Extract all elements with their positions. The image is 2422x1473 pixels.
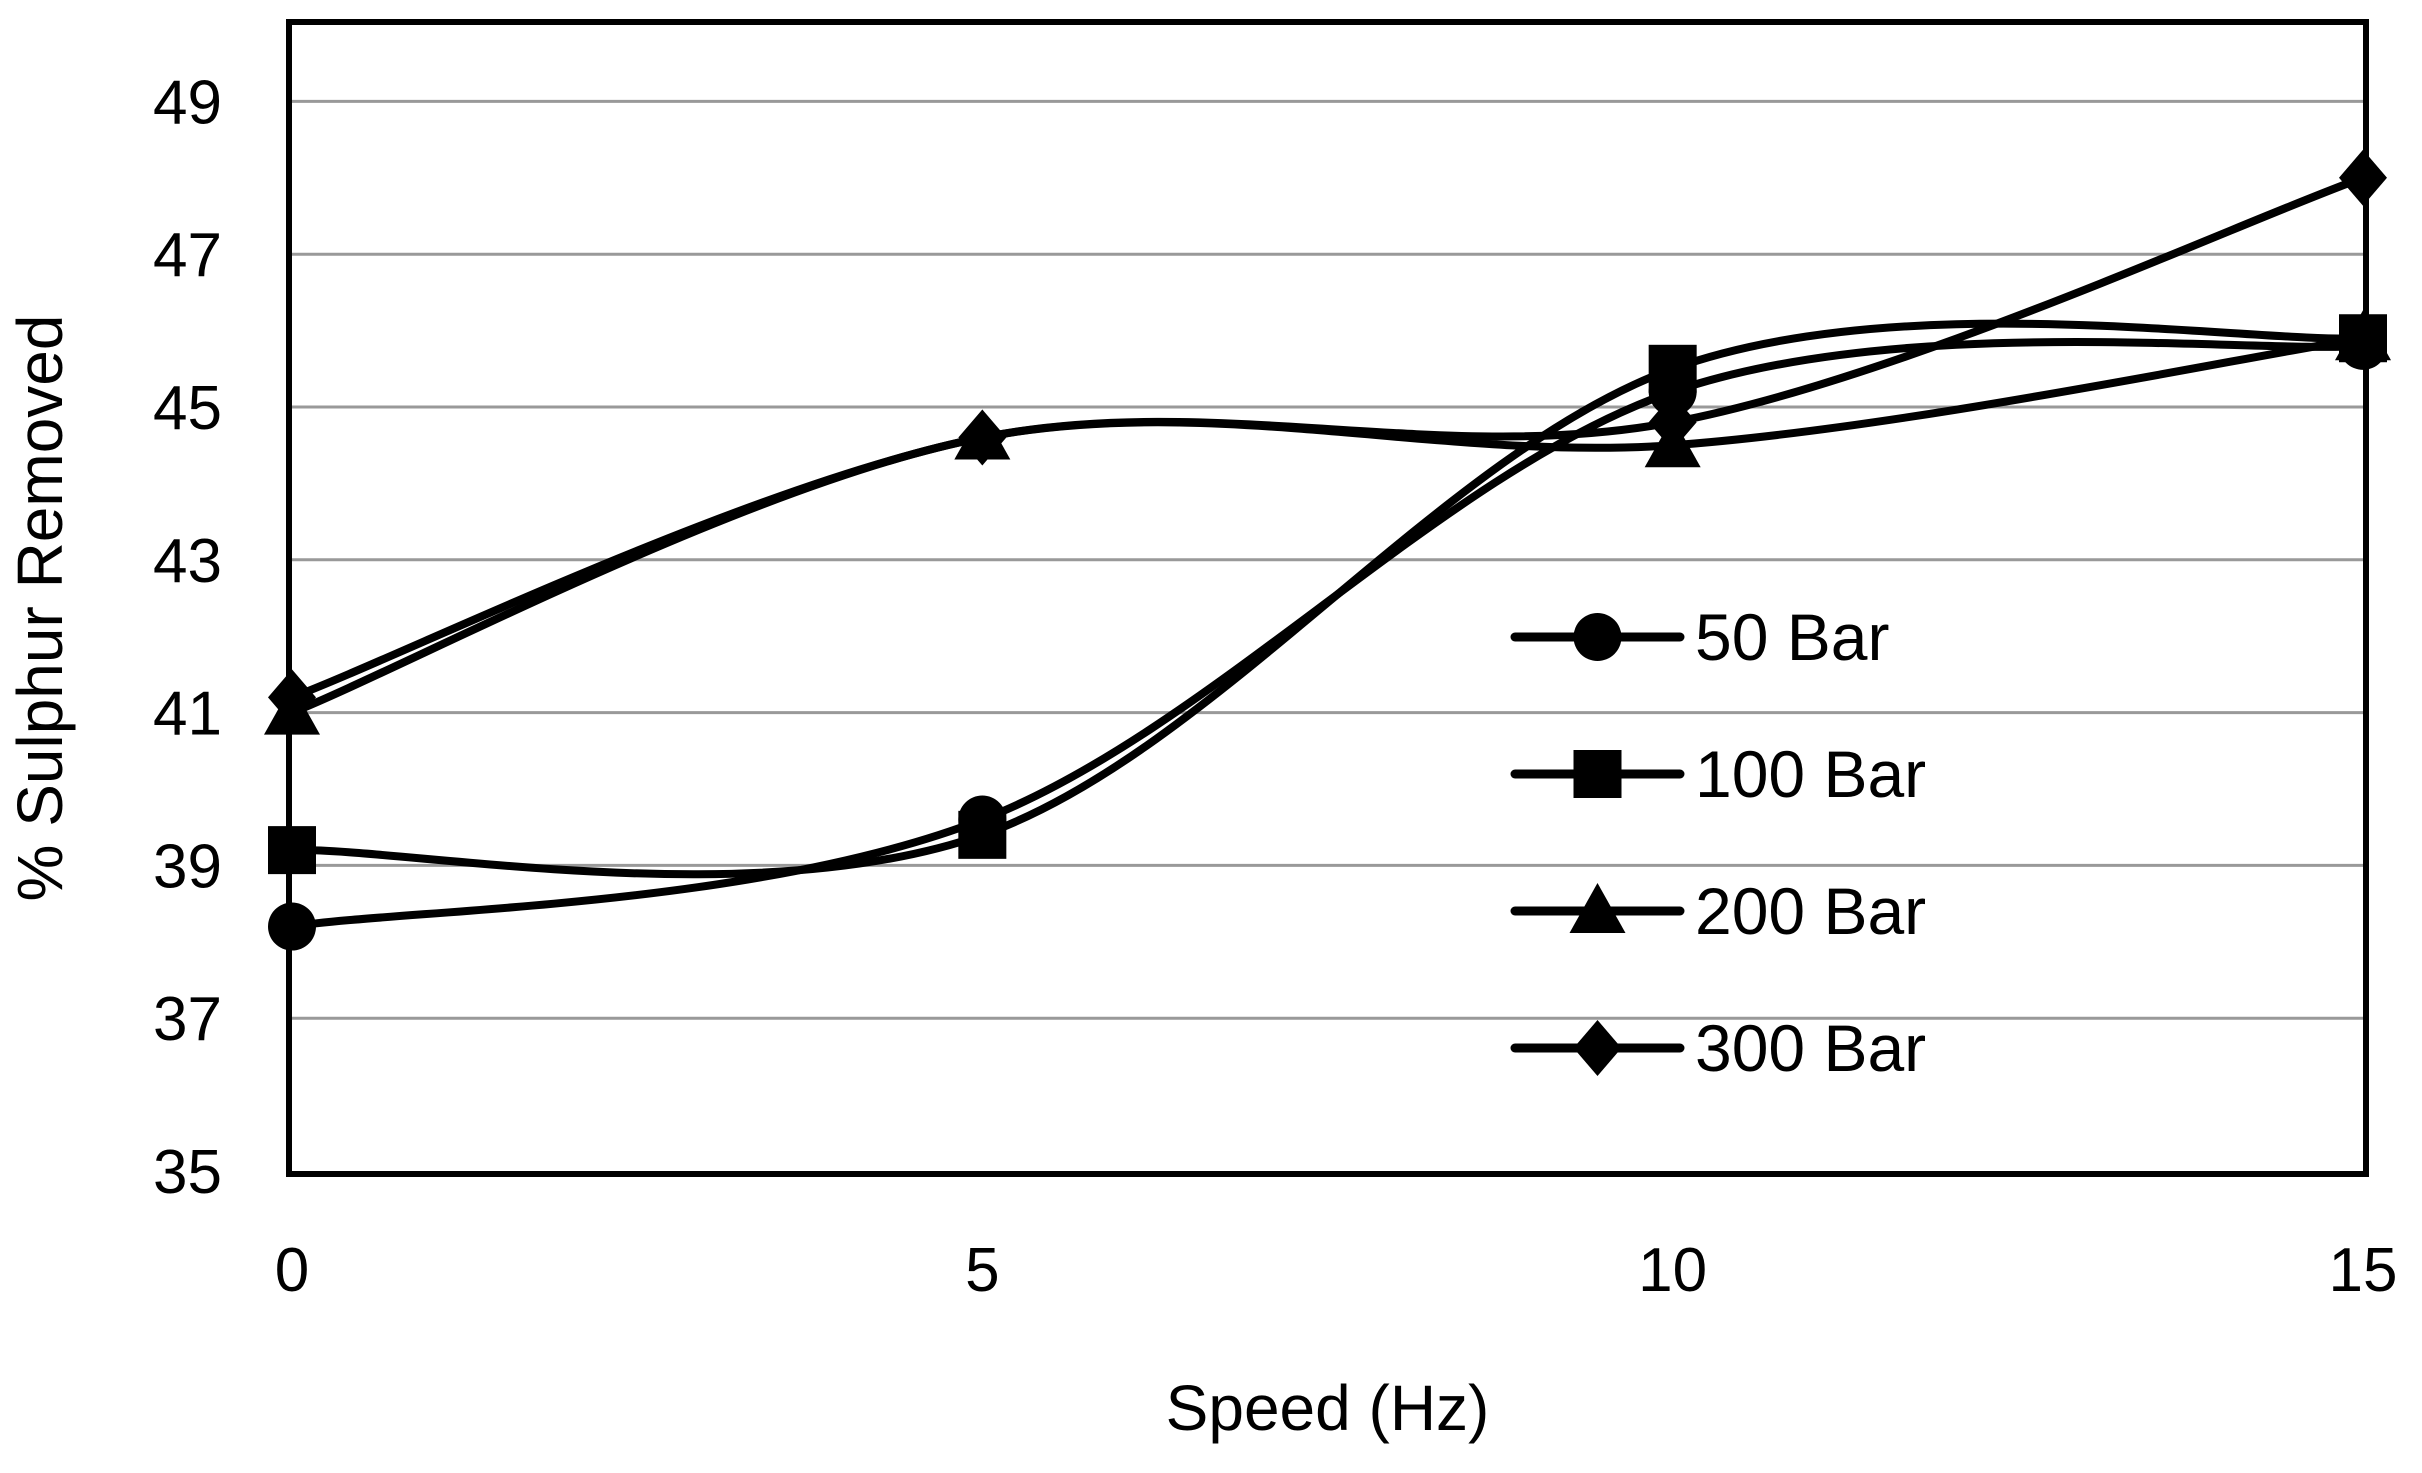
y-tick-label: 41 [153, 680, 222, 749]
series-line [288, 319, 2367, 879]
series-group [264, 149, 2391, 951]
legend-marker-triangle [1569, 883, 1626, 933]
series-100-bar [268, 314, 2387, 879]
y-tick-label: 49 [153, 68, 222, 137]
gridlines [292, 99, 2363, 1020]
legend-item: 100 Bar [1510, 737, 1926, 811]
series-200-bar [264, 310, 2391, 735]
data-point-diamond [958, 409, 1007, 466]
data-point-square [958, 810, 1007, 859]
data-point-diamond [1648, 394, 1697, 451]
y-tick-label: 37 [153, 985, 222, 1054]
series-300-bar [268, 149, 2387, 726]
legend-marker-circle [1573, 613, 1622, 661]
legend-label: 100 Bar [1695, 737, 1926, 811]
plot-area-frame [286, 19, 2369, 1177]
y-axis-title: % Sulphur Removed [4, 315, 76, 902]
legend-marker-diamond [1573, 1020, 1622, 1076]
series-line [288, 334, 2367, 717]
y-tick-label: 45 [153, 374, 222, 443]
y-tick-label: 47 [153, 221, 222, 290]
legend-item: 50 Bar [1510, 600, 1889, 674]
legend-item: 200 Bar [1510, 874, 1926, 948]
series-line [288, 173, 2367, 702]
x-axis-title: Speed (Hz) [1166, 1372, 1490, 1444]
y-tick-label: 39 [153, 832, 222, 901]
x-tick-label: 5 [965, 1236, 999, 1305]
y-tick-label: 35 [153, 1138, 222, 1207]
legend-item: 300 Bar [1510, 1011, 1926, 1085]
axes: 35 37 39 41 43 45 47 49 0 5 10 15 Speed (Hz) % Sulphu… [4, 68, 2397, 1444]
y-tick-label: 43 [153, 527, 222, 596]
x-tick-label: 0 [275, 1236, 309, 1305]
legend-label: 50 Bar [1695, 600, 1889, 674]
legend: 50 Bar 100 Bar 200 Bar 300 Bar [1510, 600, 1926, 1085]
x-tick-label: 10 [1638, 1236, 1707, 1305]
legend-label: 200 Bar [1695, 874, 1926, 948]
data-point-square [1648, 344, 1697, 393]
x-tick-label: 15 [2329, 1236, 2398, 1305]
legend-label: 300 Bar [1695, 1011, 1926, 1085]
legend-marker-square [1573, 750, 1622, 798]
series-50-bar [268, 321, 2387, 951]
